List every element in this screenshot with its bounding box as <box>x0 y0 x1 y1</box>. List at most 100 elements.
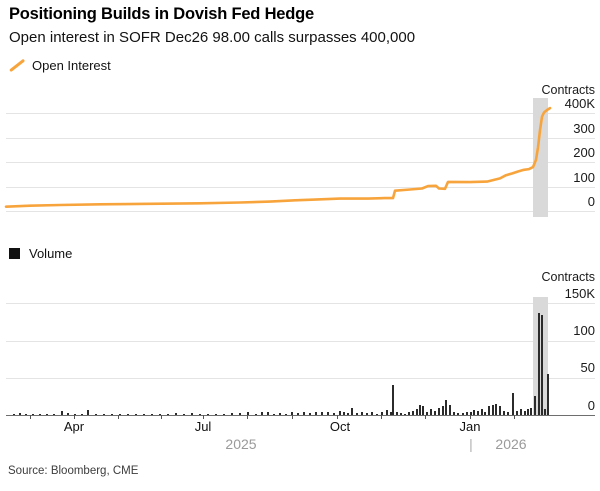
volume-bar <box>151 413 153 415</box>
oi-axis-unit: Contracts <box>541 83 596 97</box>
volume-bar <box>453 412 455 415</box>
volume-bar <box>512 392 514 415</box>
year-separator: | <box>469 436 473 452</box>
axis-tick <box>161 415 162 419</box>
volume-bar <box>191 412 193 415</box>
oi-gridline <box>6 162 595 164</box>
volume-bar <box>303 411 305 415</box>
volume-bar <box>541 315 543 415</box>
volume-bar <box>488 406 490 415</box>
volume-bar <box>315 412 317 415</box>
volume-bar <box>267 412 269 415</box>
volume-bar <box>516 410 518 415</box>
volume-bar <box>449 404 451 415</box>
volume-bar <box>445 400 447 415</box>
volume-bar <box>547 374 549 415</box>
axis-tick <box>203 415 204 419</box>
volume-bar <box>371 412 373 415</box>
volume-bar <box>481 409 483 415</box>
volume-bar <box>376 413 378 415</box>
oi-y-axis-label: 200 <box>573 145 595 161</box>
volume-bar <box>279 412 281 415</box>
vol-gridline <box>6 340 595 342</box>
vol-axis-unit: Contracts <box>541 270 596 284</box>
oi-y-axis-label: 300 <box>573 120 595 136</box>
vol-gridline <box>6 303 595 305</box>
volume-bar <box>426 412 428 415</box>
volume-bar <box>503 410 505 415</box>
axis-tick <box>118 415 119 419</box>
volume-bar <box>527 409 529 415</box>
legend-open-interest-label: Open Interest <box>32 58 111 73</box>
volume-bar <box>361 411 363 415</box>
vol-highlight-band <box>533 297 548 415</box>
line-series-icon <box>9 59 23 73</box>
oi-y-axis-label: 0 <box>587 194 595 210</box>
x-axis-month-label: Jul <box>194 419 212 434</box>
axis-tick <box>470 415 471 419</box>
x-axis-year-label: 2026 <box>495 436 527 452</box>
volume-bar <box>477 410 479 415</box>
axis-tick <box>337 415 338 419</box>
page-title: Positioning Builds in Dovish Fed Hedge <box>9 5 314 23</box>
volume-bar <box>507 411 509 415</box>
axis-tick <box>74 415 75 419</box>
volume-bar <box>462 412 464 415</box>
x-axis-month-label: Apr <box>63 419 85 434</box>
volume-bar <box>390 411 392 415</box>
source-note: Source: Bloomberg, CME <box>8 465 139 477</box>
x-axis-line <box>6 414 595 416</box>
volume-bar <box>261 411 263 415</box>
axis-tick <box>425 415 426 419</box>
volume-bar <box>470 412 472 415</box>
volume-bar <box>327 412 329 415</box>
volume-bar <box>19 413 21 415</box>
legend-volume: Volume <box>9 246 72 261</box>
oi-y-axis-label: 100 <box>573 169 595 185</box>
volume-bar <box>273 413 275 415</box>
axis-tick <box>247 415 248 419</box>
volume-bar <box>333 413 335 415</box>
volume-bar <box>530 407 532 415</box>
volume-bar <box>434 410 436 415</box>
volume-bar <box>524 410 526 415</box>
volume-bar <box>351 407 353 415</box>
x-axis-month-label: Oct <box>329 419 351 434</box>
volume-bar <box>466 412 468 415</box>
volume-bar <box>442 406 444 415</box>
volume-bar <box>520 409 522 415</box>
oi-y-axis-label: 400K <box>564 96 595 111</box>
bar-series-icon <box>9 248 20 259</box>
volume-bar <box>175 413 177 415</box>
volume-bar <box>534 395 536 415</box>
volume-bar <box>381 412 383 415</box>
volume-bar <box>223 413 225 415</box>
volume-bar <box>419 405 421 415</box>
volume-bar <box>309 413 311 415</box>
volume-bar <box>321 411 323 415</box>
volume-bar <box>392 384 394 415</box>
oi-highlight-band <box>533 98 548 217</box>
axis-tick <box>292 415 293 419</box>
legend-volume-label: Volume <box>29 246 73 261</box>
volume-bar <box>412 410 414 415</box>
chart-subtitle: Open interest in SOFR Dec26 98.00 calls … <box>9 29 416 46</box>
volume-bar <box>400 413 402 415</box>
volume-bar <box>239 413 241 415</box>
volume-bar <box>247 412 249 415</box>
oi-gridline <box>6 113 595 114</box>
volume-bar <box>438 407 440 415</box>
volume-bar <box>396 411 398 415</box>
open-interest-line-path <box>4 106 552 208</box>
oi-gridline <box>6 137 595 139</box>
volume-bar <box>492 405 494 415</box>
volume-bar <box>473 410 475 415</box>
oi-gridline <box>6 186 595 188</box>
volume-bar <box>422 406 424 415</box>
volume-bar <box>231 412 233 415</box>
x-axis-month-label: Jan <box>459 419 481 434</box>
volume-bar <box>207 413 209 415</box>
volume-bar <box>285 413 287 415</box>
